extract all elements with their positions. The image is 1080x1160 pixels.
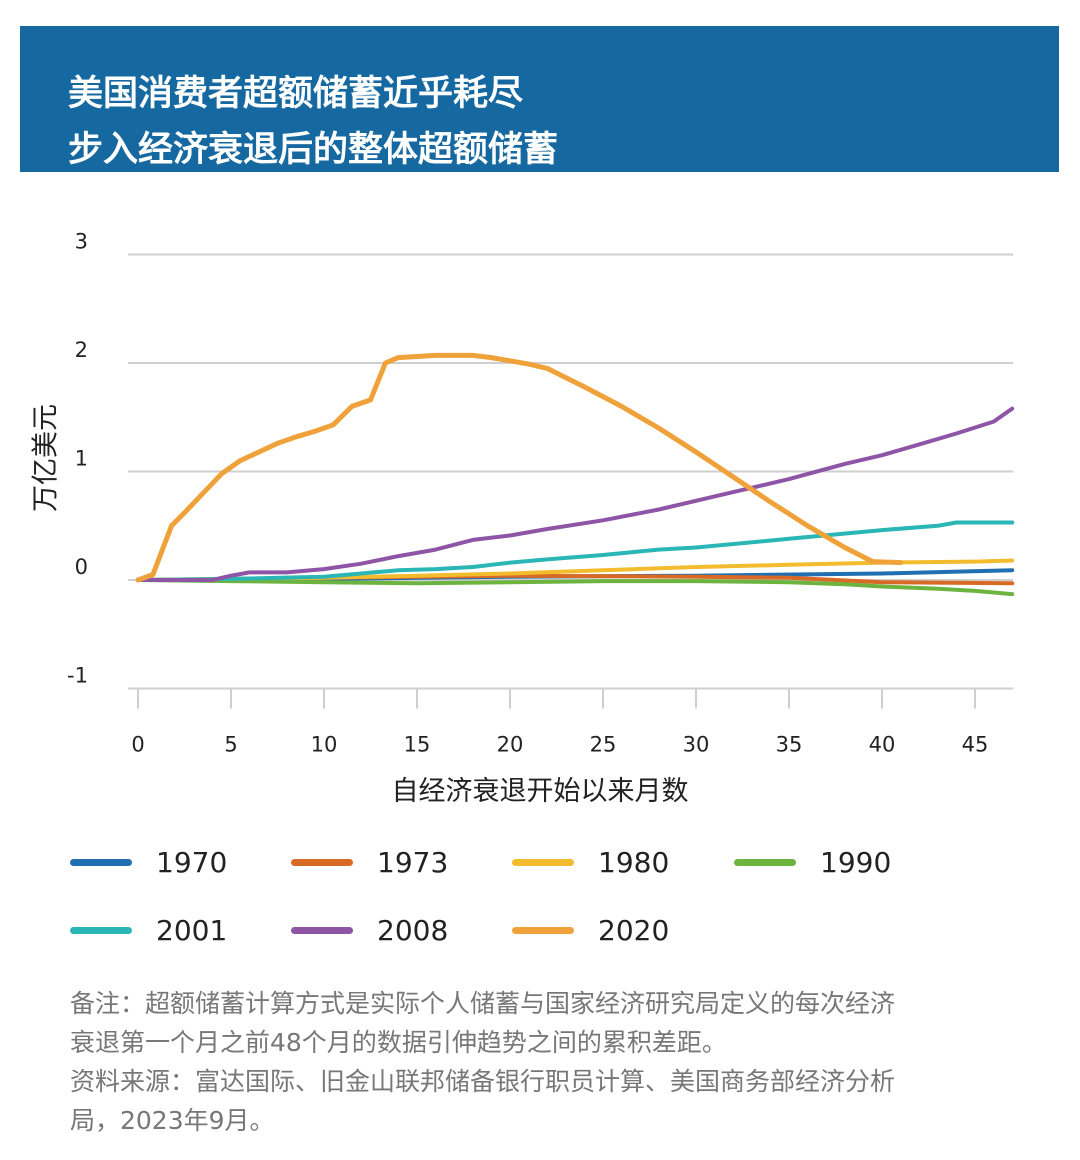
x-tick-label: 20 <box>497 733 524 757</box>
note-line-2: 衰退第一个月之前48个月的数据引伸趋势之间的累积差距。 <box>70 1028 727 1057</box>
legend-swatch <box>291 859 353 866</box>
series-line-2001 <box>136 520 1015 582</box>
legend-label: 1990 <box>820 846 892 879</box>
x-tick-label: 10 <box>311 733 338 757</box>
x-axis-ticks: 0 5 10 15 20 25 30 35 40 45 <box>131 688 989 757</box>
legend-swatch <box>70 859 132 866</box>
y-axis-ticks: -1 0 1 2 3 <box>67 230 88 688</box>
legend-label: 2008 <box>377 914 449 947</box>
source-line-1: 资料来源：富达国际、旧金山联邦储备银行职员计算、美国商务部经济分析 <box>70 1067 896 1096</box>
legend-label: 1980 <box>598 846 670 879</box>
x-tick-label: 5 <box>224 733 237 757</box>
y-tick-label: 3 <box>75 230 88 254</box>
title-line-1: 美国消费者超额储蓄近乎耗尽 <box>68 74 524 114</box>
source-line-2: 局，2023年9月。 <box>70 1106 275 1135</box>
legend-label: 1970 <box>156 846 228 879</box>
legend-item-1973: 1973 <box>291 843 521 883</box>
y-tick-label: 0 <box>75 555 88 579</box>
legend-item-2020: 2020 <box>512 911 742 951</box>
legend-swatch <box>70 927 132 934</box>
y-axis-label: 万亿美元 <box>31 404 62 512</box>
series-lines <box>135 352 1015 597</box>
x-tick-label: 15 <box>404 733 431 757</box>
series-line-2020 <box>135 352 904 583</box>
footnotes: 备注：超额储蓄计算方式是实际个人储蓄与国家经济研究局定义的每次经济 衰退第一个月… <box>70 984 1040 1140</box>
line-chart: -1 0 1 2 3 0 5 10 15 20 25 30 35 40 45 万亿美元 自经济衰退开始以来… <box>31 230 1015 807</box>
note-line-1: 备注：超额储蓄计算方式是实际个人储蓄与国家经济研究局定义的每次经济 <box>70 989 896 1018</box>
legend-item-2001: 2001 <box>70 911 300 951</box>
title-banner: 美国消费者超额储蓄近乎耗尽 步入经济衰退后的整体超额储蓄 <box>20 26 1059 172</box>
x-tick-label: 45 <box>962 733 989 757</box>
legend-item-2008: 2008 <box>291 911 521 951</box>
y-tick-label: 1 <box>75 447 88 471</box>
y-tick-label: 2 <box>75 338 88 362</box>
legend-swatch <box>291 927 353 934</box>
legend-swatch <box>512 927 574 934</box>
legend-label: 2001 <box>156 914 228 947</box>
x-tick-label: 35 <box>776 733 803 757</box>
x-tick-label: 25 <box>590 733 617 757</box>
x-tick-label: 0 <box>131 733 144 757</box>
legend-item-1980: 1980 <box>512 843 742 883</box>
x-tick-label: 40 <box>869 733 896 757</box>
y-tick-label: -1 <box>67 664 88 688</box>
legend-item-1970: 1970 <box>70 843 300 883</box>
legend-label: 2020 <box>598 914 670 947</box>
gridlines <box>128 253 1013 690</box>
legend-label: 1973 <box>377 846 449 879</box>
legend-item-1990: 1990 <box>734 843 964 883</box>
series-line-2008 <box>136 406 1015 582</box>
legend-swatch <box>734 859 796 866</box>
x-axis-label: 自经济衰退开始以来月数 <box>392 776 689 807</box>
title-line-2: 步入经济衰退后的整体超额储蓄 <box>68 130 559 170</box>
series-line-1990 <box>136 578 1015 597</box>
legend-swatch <box>512 859 574 866</box>
x-tick-label: 30 <box>683 733 710 757</box>
